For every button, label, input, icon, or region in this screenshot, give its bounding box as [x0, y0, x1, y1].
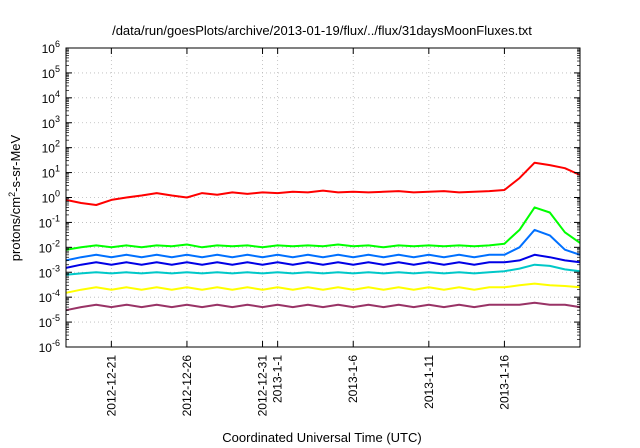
x-tick-label: 2013-1-16	[497, 355, 511, 410]
y-tick-label: 10-4	[39, 288, 60, 305]
x-tick-label: 2013-1-11	[422, 355, 436, 409]
x-tick-label: 2013-1-6	[346, 355, 360, 403]
y-tick-label: 101	[42, 164, 60, 181]
y-axis-ticks: 106 105 104 103 102 101 100 10-1 10-2 10-3 10-4 10-…	[39, 39, 580, 355]
y-tick-label: 104	[42, 89, 60, 106]
x-tick-label: 2013-1-1	[271, 355, 285, 403]
x-axis-ticks: 2012-12-21 2012-12-26 2012-12-31 2013-1-1 20…	[104, 48, 511, 416]
y-tick-label: 10-2	[39, 238, 60, 255]
x-tick-label: 2012-12-26	[180, 355, 194, 417]
series-group	[65, 161, 581, 312]
y-tick-label: 105	[42, 64, 60, 81]
y-tick-label: 102	[42, 139, 60, 156]
series-line-7	[65, 301, 581, 312]
series-line-6	[65, 282, 581, 294]
y-tick-label: 10-3	[39, 263, 60, 280]
y-tick-label: 10-6	[39, 338, 60, 355]
series-line-2	[65, 206, 581, 251]
series-line-4	[65, 253, 581, 269]
y-axis-label: protons/cm2-s-sr-MeV	[7, 134, 23, 261]
x-axis-label: Coordinated Universal Time (UTC)	[222, 430, 421, 445]
series-line-3	[65, 228, 581, 262]
y-tick-label: 103	[42, 114, 60, 131]
chart-title: /data/run/goesPlots/archive/2013-01-19/f…	[112, 23, 532, 38]
series-line-5	[65, 263, 581, 276]
grid-lines	[66, 48, 580, 347]
y-tick-label: 10-5	[39, 313, 60, 330]
x-tick-label: 2012-12-31	[256, 355, 270, 417]
y-tick-label: 106	[42, 39, 60, 56]
series-line-1	[65, 161, 581, 206]
y-tick-label: 100	[42, 189, 60, 206]
x-tick-label: 2012-12-21	[104, 355, 118, 417]
y-tick-label: 10-1	[39, 213, 60, 230]
